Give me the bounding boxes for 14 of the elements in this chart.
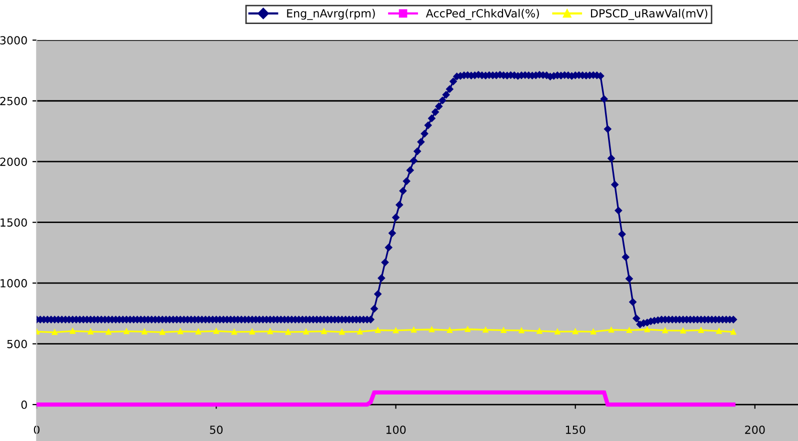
y-tick-label: 2000 (0, 158, 27, 166)
legend-label: Eng_nAvrg(rpm) (287, 8, 375, 20)
y-tick-label: 1500 (0, 218, 27, 227)
y-tick-label: 1000 (0, 279, 27, 288)
x-tick-label: 150 (566, 426, 586, 434)
y-tick-label: 500 (7, 340, 27, 348)
x-tick-label: 100 (386, 426, 406, 434)
legend-label: DPSCD_uRawVal(mV) (591, 8, 708, 20)
legend-label: AccPed_rChkdVal(%) (426, 8, 539, 20)
x-tick-label: 50 (210, 426, 223, 434)
y-tick-label: 0 (21, 400, 27, 409)
y-tick-label: 3000 (0, 36, 27, 45)
x-tick-label: 200 (745, 426, 765, 434)
y-tick-label: 2500 (0, 96, 27, 106)
